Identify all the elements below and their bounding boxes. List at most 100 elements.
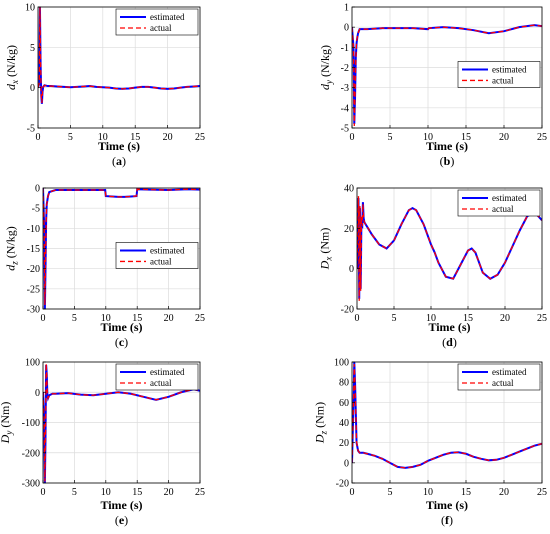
chart-d-caption: (d) — [442, 335, 457, 349]
chart-f-caption: (f) — [441, 513, 453, 527]
chart-c-caption: (c) — [115, 335, 128, 349]
chart-d-xtick-label: 20 — [500, 313, 510, 324]
chart-b-ytick-label: -4 — [341, 103, 349, 114]
chart-c-ytick-label: -20 — [27, 264, 40, 275]
chart-b: 0 5 10 15 20 25 -5 -4 -3 -2 -1 0 1 Time (s) dy (N/kg) (… — [318, 3, 547, 169]
chart-a-ytick-label: -5 — [27, 124, 35, 135]
chart-e-ytick-label: -300 — [22, 479, 40, 490]
chart-d-ytick-label: 0 — [349, 264, 354, 275]
chart-c-xtick-label: 20 — [164, 313, 174, 324]
chart-c-xtick-label: 5 — [72, 313, 77, 324]
chart-c-legend-label-actual: actual — [150, 256, 172, 266]
chart-a-ytick-label: 10 — [25, 3, 35, 14]
chart-e-xtick-label: 5 — [72, 487, 77, 498]
chart-b-legend-box — [457, 61, 541, 88]
chart-a-xtick-label: 10 — [98, 132, 108, 143]
chart-b-legend-label-estimated: estimated — [492, 64, 527, 74]
chart-d-xtick-label: 15 — [463, 313, 473, 324]
chart-a-legend-label-estimated: estimated — [150, 12, 185, 22]
chart-c-ylabel: dz (N/kg) — [4, 226, 20, 271]
chart-f-ytick-label: 20 — [339, 438, 349, 449]
chart-e-ylabel: Dy (Nm) — [0, 402, 14, 445]
chart-d-ylabel: Dx (Nm) — [318, 228, 334, 271]
chart-f-legend-label-actual: actual — [492, 378, 514, 388]
chart-e-ytick-label: -200 — [22, 448, 40, 459]
chart-e-xtick-label: 15 — [132, 487, 142, 498]
chart-d-series-actual — [357, 196, 542, 301]
chart-a-ytick-label: 5 — [30, 43, 35, 54]
chart-e-caption: (e) — [115, 513, 128, 527]
chart-d-xlabel: Time (s) — [428, 320, 470, 334]
chart-a-xtick-label: 5 — [68, 132, 73, 143]
chart-f-xtick-label: 20 — [499, 487, 509, 498]
chart-c-xtick-label: 0 — [41, 313, 46, 324]
chart-e-ytick-label: 100 — [25, 358, 40, 369]
chart-b-ytick-label: -1 — [341, 43, 349, 54]
chart-e-legend-label-actual: actual — [150, 378, 172, 388]
chart-a-caption: (a) — [112, 154, 126, 168]
chart-d-xtick-label: 0 — [355, 313, 360, 324]
chart-b-ytick-label: 0 — [344, 23, 349, 34]
chart-d-ytick-label: 40 — [344, 184, 354, 195]
chart-f-ytick-label: 40 — [339, 418, 349, 429]
chart-f-xtick-label: 0 — [350, 487, 355, 498]
chart-b-caption: (b) — [440, 154, 455, 168]
chart-c: 0 5 10 15 20 25 -30 -25 -20 -15 -10 -5 0 Time (s) dz (… — [4, 184, 206, 350]
chart-b-ytick-label: -2 — [341, 63, 349, 74]
chart-d-legend-box — [457, 189, 541, 217]
chart-b-xtick-label: 0 — [350, 132, 355, 143]
chart-c-ytick-label: -5 — [32, 204, 40, 215]
chart-f-ytick-label: 100 — [334, 358, 349, 369]
chart-b-xtick-label: 15 — [461, 132, 471, 143]
chart-f-ylabel: Dz (Nm) — [313, 402, 329, 444]
chart-b-xtick-label: 5 — [388, 132, 393, 143]
chart-c-ytick-label: -25 — [27, 284, 40, 295]
chart-d-frame — [356, 187, 543, 310]
chart-e-xtick-label: 0 — [41, 487, 46, 498]
chart-f-ytick-label: 0 — [344, 458, 349, 469]
chart-e-ytick-label: 0 — [35, 388, 40, 399]
chart-e-xtick-label: 25 — [195, 487, 205, 498]
chart-c-ytick-label: -15 — [27, 244, 40, 255]
chart-f-legend-label-estimated: estimated — [492, 367, 527, 377]
chart-a-xtick-label: 15 — [130, 132, 140, 143]
chart-e-ytick-label: -100 — [22, 418, 40, 429]
chart-c-ytick-label: -10 — [27, 224, 40, 235]
chart-a-ytick-label: 0 — [30, 83, 35, 94]
chart-c-ytick-label: 0 — [35, 184, 40, 195]
chart-b-ytick-label: 1 — [344, 3, 349, 14]
chart-d-xtick-label: 10 — [426, 313, 436, 324]
chart-a-series-actual — [38, 7, 200, 104]
chart-b-legend-label-actual: actual — [492, 75, 514, 85]
chart-b-xtick-label: 10 — [423, 132, 433, 143]
chart-c-xtick-label: 10 — [101, 313, 111, 324]
chart-c-xtick-label: 15 — [132, 313, 142, 324]
chart-f-series-actual — [352, 363, 542, 469]
chart-c-series-actual — [43, 188, 200, 305]
chart-a-xtick-label: 0 — [36, 132, 41, 143]
chart-f-xtick-label: 15 — [461, 487, 471, 498]
chart-e-xlabel: Time (s) — [100, 498, 142, 512]
chart-f-xlabel: Time (s) — [426, 498, 468, 512]
chart-f-xtick-label: 10 — [423, 487, 433, 498]
chart-e-xtick-label: 10 — [101, 487, 111, 498]
chart-f-ytick-label: 80 — [339, 378, 349, 389]
chart-a-xtick-label: 20 — [163, 132, 173, 143]
chart-f-legend-box — [457, 363, 541, 391]
chart-c-xlabel: Time (s) — [100, 320, 142, 334]
chart-d-legend-label-estimated: estimated — [492, 193, 527, 203]
chart-f-xtick-label: 5 — [388, 487, 393, 498]
chart-b-ylabel: dy (N/kg) — [318, 45, 334, 90]
chart-a-legend-box — [115, 8, 199, 36]
chart-e: 0 5 10 15 20 25 -300 -200 -100 0 100 Time (s) Dy (Nm… — [0, 358, 205, 528]
chart-d-ytick-label: 20 — [344, 224, 354, 235]
chart-d-xtick-label: 25 — [537, 313, 547, 324]
chart-e-legend-label-estimated: estimated — [150, 367, 185, 377]
